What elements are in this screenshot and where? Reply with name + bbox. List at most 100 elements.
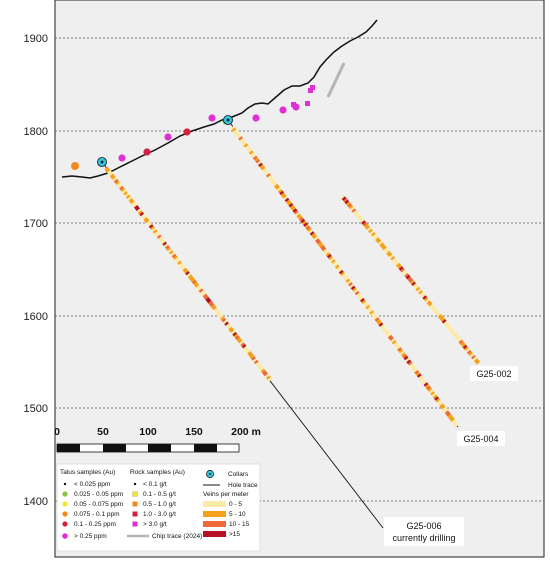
vein-segment	[162, 241, 168, 247]
vein-segment	[309, 231, 315, 236]
vein-segment	[397, 347, 402, 352]
vein-segment	[351, 208, 357, 213]
vein-segment	[248, 352, 254, 358]
legend-rock-swatch	[132, 491, 138, 497]
scale-segment	[57, 444, 80, 452]
vein-segment	[459, 341, 465, 346]
vein-segment	[398, 266, 404, 271]
elevation-label: 1700	[24, 218, 48, 230]
vein-segment	[322, 248, 328, 254]
vein-segment	[174, 257, 180, 262]
vein-segment	[151, 227, 157, 233]
legend-vein-label: 5 - 10	[229, 511, 246, 518]
vein-segment	[329, 257, 335, 263]
vein-segment	[397, 264, 403, 270]
vein-segment	[357, 215, 362, 220]
vein-segment	[365, 304, 371, 310]
legend-vein-swatch	[203, 521, 226, 527]
vein-segment	[315, 238, 320, 243]
talus-sample	[118, 154, 126, 162]
vein-segment	[131, 201, 137, 207]
vein-segment	[423, 382, 429, 387]
vein-segment	[405, 274, 411, 280]
vein-segment	[373, 235, 379, 241]
elevation-gridlines	[55, 37, 544, 502]
vein-segment	[418, 375, 424, 380]
vein-segment	[462, 344, 468, 350]
legend-talus-label: > 0.25 ppm	[74, 533, 107, 540]
vein-segment	[301, 220, 307, 226]
vein-segment	[182, 267, 188, 273]
vein-segment	[330, 259, 336, 264]
vein-segment	[458, 339, 464, 345]
vein-segment	[158, 236, 164, 241]
vein-segment	[210, 304, 216, 309]
vein-segment	[427, 387, 433, 393]
vein-segment	[169, 250, 174, 255]
vein-segment	[400, 267, 405, 273]
vein-segment	[409, 362, 414, 368]
collar-center	[226, 118, 230, 122]
vein-segment	[171, 253, 177, 259]
vein-segment	[336, 266, 342, 271]
vein-segment	[395, 262, 401, 268]
vein-segment	[206, 298, 212, 304]
vein-segment	[451, 419, 457, 424]
vein-segment	[201, 291, 207, 297]
vein-segment	[386, 250, 392, 256]
vein-segment	[160, 239, 166, 245]
vein-segment	[112, 177, 118, 182]
vein-segment	[181, 265, 186, 271]
vein-segment	[423, 296, 429, 302]
vein-segment	[454, 334, 460, 340]
vein-segment	[247, 351, 252, 356]
vein-segment	[296, 213, 302, 219]
legend-collars-label: Collars	[228, 471, 249, 478]
vein-segment	[435, 398, 441, 403]
vein-segment	[412, 283, 418, 288]
vein-segment	[434, 396, 440, 401]
legend-talus-swatch	[62, 533, 68, 539]
collar-center	[100, 160, 104, 164]
vein-segment	[375, 319, 381, 324]
vein-segment	[123, 191, 129, 196]
vein-segment	[391, 340, 397, 345]
legend-rock-title: Rock samples (Au)	[130, 469, 185, 476]
legend-rock-swatch	[132, 501, 138, 507]
vein-segment	[104, 166, 110, 172]
rock-sample	[310, 85, 315, 90]
vein-segment	[379, 324, 385, 329]
vein-segment	[191, 279, 197, 285]
vein-segment	[267, 174, 273, 180]
vein-segment	[263, 371, 269, 377]
vein-segment	[236, 134, 242, 140]
vein-segment	[167, 248, 173, 254]
legend-vein-label: 10 - 15	[229, 521, 250, 528]
vein-segment	[427, 302, 433, 307]
vein-segment	[359, 218, 365, 224]
vein-segment	[382, 245, 387, 251]
chip-trace	[326, 62, 346, 98]
vein-segment	[430, 305, 436, 311]
legend-rock-label: > 3.0 g/t	[143, 521, 167, 528]
vein-segment	[186, 272, 192, 278]
vein-segment	[300, 218, 306, 224]
hole-label-box	[457, 431, 505, 446]
talus-sample	[164, 133, 172, 141]
vein-segment	[358, 216, 364, 222]
legend-vein-label: 0 - 5	[229, 501, 242, 508]
vein-segment	[348, 204, 354, 210]
vein-segment	[407, 361, 413, 366]
vein-segment	[231, 127, 237, 133]
vein-segment	[353, 289, 359, 294]
vein-segment	[109, 173, 115, 179]
vein-segment	[143, 217, 149, 222]
vein-segment	[154, 231, 160, 236]
vein-segment	[133, 204, 139, 210]
vein-segment	[415, 371, 421, 377]
vein-segment	[341, 273, 347, 278]
vein-segment	[350, 206, 355, 212]
legend-talus-label: < 0.025 ppm	[74, 481, 110, 488]
vein-segment	[455, 336, 461, 341]
vein-segment	[244, 347, 250, 353]
